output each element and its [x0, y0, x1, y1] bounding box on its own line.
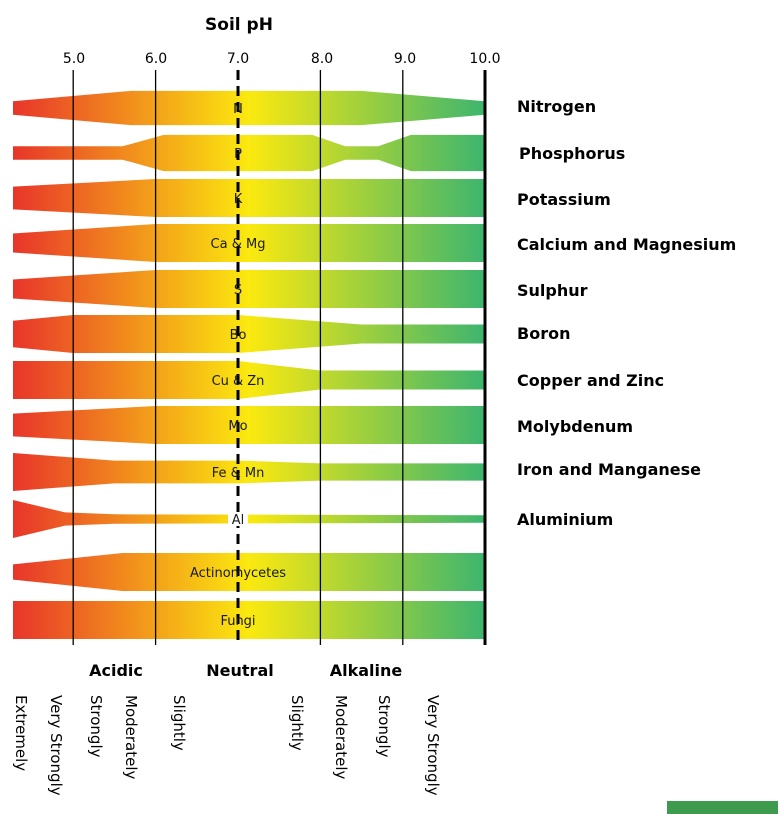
name-boron: Boron	[517, 324, 570, 343]
band-label-p: P	[234, 147, 242, 162]
diagram-title: Soil pH	[205, 15, 273, 35]
band-label-bg-al	[228, 512, 248, 526]
band-label-fungi: Fungi	[220, 614, 255, 629]
name-copper-zinc: Copper and Zinc	[517, 371, 664, 390]
tick-label-5: 5.0	[63, 51, 85, 67]
band-k	[13, 179, 485, 217]
band-fe-mn	[13, 453, 485, 491]
band-fungi	[13, 601, 485, 639]
band-label-ca-mg: Ca & Mg	[211, 237, 266, 252]
band-bo	[13, 315, 485, 353]
tick-label-7: 7.0	[227, 51, 249, 67]
band-labels: N P K Ca & Mg S Bo Cu & Zn Mo Fe & Mn Al Actinomyc…	[190, 102, 286, 629]
name-nitrogen: Nitrogen	[517, 97, 596, 116]
band-label-n: N	[233, 102, 243, 117]
tick-label-6: 6.0	[145, 51, 167, 67]
band-label-cu-zn: Cu & Zn	[212, 374, 265, 389]
descriptor-moderately-acid: Moderately	[122, 695, 140, 780]
name-iron-manganese: Iron and Manganese	[517, 460, 701, 479]
band-label-s: S	[234, 283, 242, 298]
descriptor-very-strongly-alkaline: Very Strongly	[424, 695, 442, 796]
tick-label-9: 9.0	[394, 51, 416, 67]
name-phosphorus: Phosphorus	[519, 144, 625, 163]
band-s	[13, 270, 485, 308]
band-label-actinomycetes: Actinomycetes	[190, 566, 286, 581]
name-aluminium: Aluminium	[517, 510, 613, 529]
band-p	[13, 134, 485, 172]
band-ca-mg	[13, 224, 485, 262]
band-label-bo: Bo	[230, 328, 247, 343]
name-calcium-magnesium: Calcium and Magnesium	[517, 235, 736, 254]
descriptor-strongly-acid: Strongly	[87, 695, 105, 758]
band-n	[13, 90, 485, 126]
name-sulphur: Sulphur	[517, 281, 588, 300]
category-neutral: Neutral	[206, 661, 273, 680]
descriptor-extremely: Extremely	[12, 695, 30, 771]
band-label-al: Al	[232, 513, 245, 528]
category-alkaline: Alkaline	[330, 661, 403, 680]
band-label-fe-mn: Fe & Mn	[212, 466, 265, 481]
ph-gridlines	[72, 70, 487, 645]
legend-swatch	[667, 801, 778, 814]
band-label-mo: Mo	[228, 419, 247, 434]
descriptor-slightly-acid: Slightly	[170, 695, 188, 751]
name-potassium: Potassium	[517, 190, 611, 209]
descriptor-strongly-alkaline: Strongly	[375, 695, 393, 758]
nutrient-bands	[13, 90, 485, 639]
name-molybdenum: Molybdenum	[517, 417, 633, 436]
descriptor-very-strongly-acid: Very Strongly	[47, 695, 65, 796]
band-al	[13, 500, 485, 538]
category-acidic: Acidic	[89, 661, 143, 680]
tick-label-10: 10.0	[469, 51, 500, 67]
band-label-k: K	[234, 192, 243, 207]
tick-label-8: 8.0	[311, 51, 333, 67]
band-mo	[13, 406, 485, 444]
band-cu-zn	[13, 361, 485, 399]
band-actinomycetes	[13, 553, 485, 591]
descriptor-slightly-alkaline: Slightly	[288, 695, 306, 751]
descriptor-moderately-alkaline: Moderately	[332, 695, 350, 780]
